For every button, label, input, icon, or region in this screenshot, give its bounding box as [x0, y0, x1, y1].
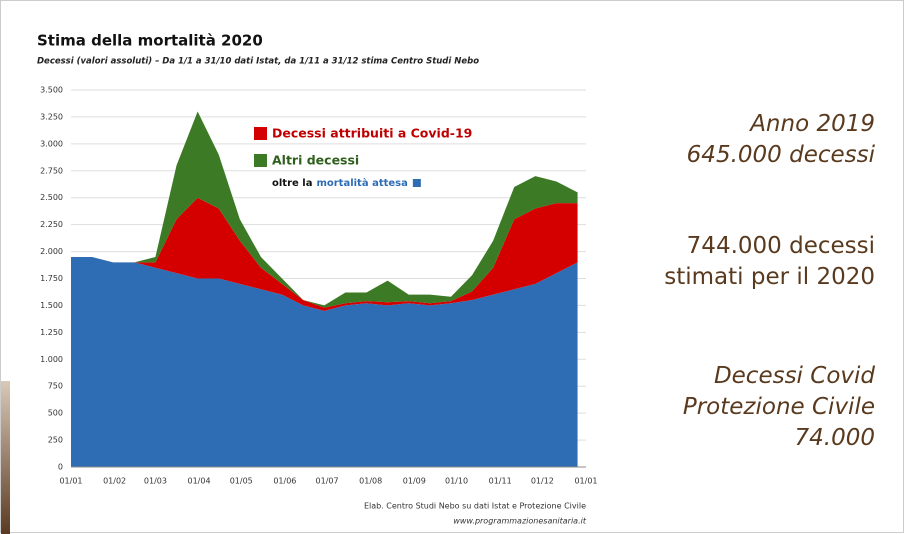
chart: Stima della mortalità 2020 Decessi (valo…: [31, 23, 606, 528]
x-tick-label: 01/04: [188, 477, 211, 486]
chart-title: Stima della mortalità 2020: [37, 32, 263, 50]
x-tick-label: 01/03: [144, 477, 167, 486]
x-tick-label: 01/10: [445, 477, 468, 486]
y-tick-label: 1.500: [40, 301, 63, 310]
x-tick-label: 01/09: [403, 477, 426, 486]
legend-note: oltre la: [272, 178, 312, 189]
x-tick-label: 01/01: [574, 477, 597, 486]
decor-stripe: [1, 381, 10, 534]
y-tick-label: 750: [48, 382, 63, 391]
y-tick-label: 250: [48, 436, 63, 445]
y-tick-label: 0: [58, 463, 63, 472]
note-line: 645.000 decessi: [686, 142, 875, 168]
y-tick-label: 1.750: [40, 274, 63, 283]
x-tick-label: 01/01: [59, 477, 82, 486]
note-line: Protezione Civile: [682, 394, 875, 420]
note-line: 74.000: [794, 425, 875, 451]
legend-swatch: [412, 179, 421, 187]
y-tick-label: 3.500: [40, 86, 63, 95]
y-tick-label: 1.250: [40, 328, 63, 337]
note-covid: Decessi Covid Protezione Civile 74.000: [683, 361, 875, 454]
note-line: stimati per il 2020: [664, 264, 875, 290]
y-tick-label: 1.000: [40, 355, 63, 364]
source-url: www.programmazionesanitaria.it: [453, 517, 587, 526]
x-tick-label: 01/07: [316, 477, 339, 486]
y-tick-label: 3.000: [40, 139, 63, 148]
source: Elab. Centro Studi Nebo su dati Istat e …: [364, 502, 586, 511]
y-tick-label: 2.000: [40, 247, 63, 256]
y-tick-label: 2.750: [40, 166, 63, 175]
y-tick-label: 500: [48, 409, 63, 418]
legend-label: mortalità attesa: [316, 177, 407, 189]
note-2020: 744.000 decessi stimati per il 2020: [664, 231, 875, 293]
y-tick-label: 2.250: [40, 220, 63, 229]
x-tick-label: 01/08: [359, 477, 382, 486]
y-tick-label: 3.250: [40, 112, 63, 121]
chart-subtitle: Decessi (valori assoluti) – Da 1/1 a 31/…: [37, 57, 479, 67]
note-line: Decessi Covid: [713, 363, 875, 389]
legend-label: Altri decessi: [272, 153, 359, 168]
note-line: Anno 2019: [750, 111, 875, 137]
legend-swatch: [254, 127, 267, 140]
x-tick-label: 01/02: [103, 477, 126, 486]
area: [71, 197, 578, 311]
area: [71, 111, 578, 308]
note-line: 744.000 decessi: [686, 233, 875, 259]
legend-label: Decessi attribuiti a Covid-19: [272, 126, 472, 141]
legend-swatch: [254, 154, 267, 167]
area: [71, 256, 578, 467]
note-2019: Anno 2019 645.000 decessi: [687, 109, 875, 171]
x-tick-label: 01/06: [273, 477, 296, 486]
x-tick-label: 01/11: [489, 477, 512, 486]
x-tick-label: 01/12: [531, 477, 554, 486]
x-tick-label: 01/05: [230, 477, 253, 486]
y-tick-label: 2.500: [40, 193, 63, 202]
